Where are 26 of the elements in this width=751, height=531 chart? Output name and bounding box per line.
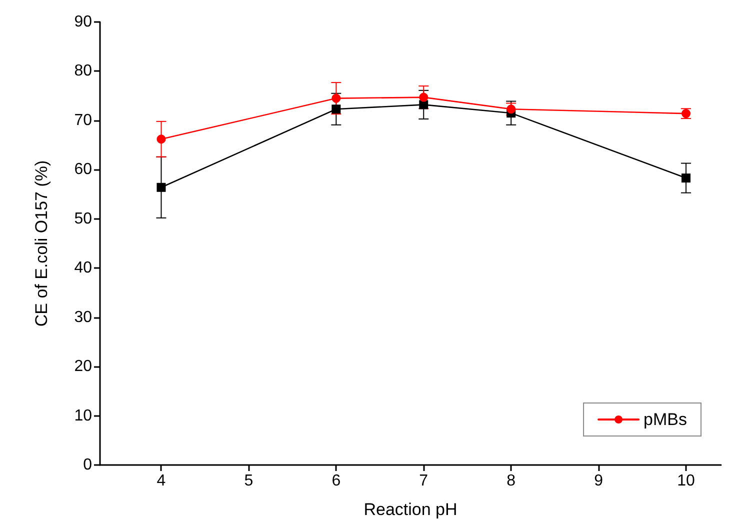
y-tick-label: 0 — [83, 456, 92, 474]
point — [419, 92, 428, 102]
point — [156, 182, 166, 192]
legend-label: pMBs — [644, 410, 688, 429]
point — [156, 134, 166, 144]
x-tick-label: 9 — [594, 472, 604, 490]
point — [332, 94, 341, 103]
x-tick-label: 10 — [677, 472, 696, 490]
y-tick-label: 60 — [74, 161, 92, 178]
x-tick-label: 6 — [332, 472, 341, 490]
y-tick-label: 20 — [74, 358, 92, 376]
y-tick-label: 30 — [74, 308, 92, 326]
x-tick-label: 5 — [244, 472, 254, 490]
y-tick-label: 80 — [74, 62, 92, 80]
point — [332, 104, 341, 114]
x-tick-label: 4 — [156, 472, 166, 490]
y-tick-label: 10 — [74, 407, 92, 424]
point — [682, 174, 691, 183]
x-tick-label: 7 — [419, 472, 428, 490]
y-axis-title: CE of E.coli O157 (%) — [32, 160, 51, 327]
y-tick-label: 50 — [74, 210, 92, 228]
y-tick-label: 70 — [74, 112, 92, 129]
y-tick-label: 90 — [74, 14, 92, 30]
x-tick-label: 8 — [506, 472, 516, 490]
x-axis-title: Reaction pH — [364, 500, 458, 519]
y-tick-label: 40 — [74, 260, 92, 277]
